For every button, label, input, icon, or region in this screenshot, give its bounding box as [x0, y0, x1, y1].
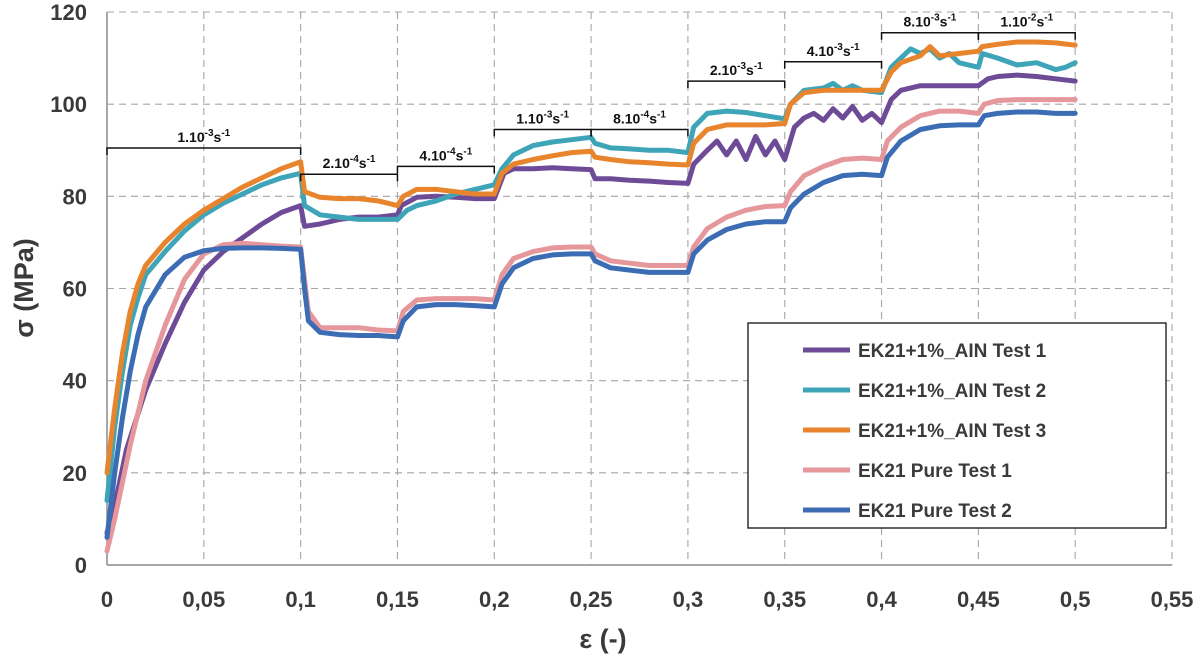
- x-tick-label: 0,3: [673, 587, 704, 612]
- rate-label-4: 1.10-3s-1: [516, 110, 569, 127]
- rate-bracket-9: [977, 31, 1076, 40]
- legend-label-ek21-1-ain-test-2: EK21+1%_AIN Test 2: [858, 381, 1046, 402]
- legend-label-ek21-1-ain-test-1: EK21+1%_AIN Test 1: [858, 341, 1047, 362]
- y-tick-label: 120: [50, 0, 87, 25]
- y-axis-title: σ (MPa): [9, 238, 39, 337]
- legend: EK21+1%_AIN Test 1 EK21+1%_AIN Test 2 EK21…: [747, 322, 1167, 529]
- rate-label-6: 2.10-3s-1: [710, 61, 763, 78]
- rate-label-9: 1.10-2s-1: [1000, 13, 1053, 30]
- legend-box: [747, 322, 1167, 529]
- rate-label-8: 8.10-3s-1: [904, 13, 957, 30]
- x-tick-label: 0,35: [763, 587, 806, 612]
- rate-bracket-5: [590, 128, 689, 137]
- rate-label-5: 8.10-4s-1: [613, 110, 666, 127]
- series-line-ek21-pure-test-2: [104, 109, 1078, 540]
- x-tick-label: 0,2: [479, 587, 510, 612]
- x-tick-label: 0,25: [570, 587, 613, 612]
- legend-label-ek21-pure-test-1: EK21 Pure Test 1: [858, 461, 1012, 482]
- y-tick-label: 20: [63, 461, 87, 486]
- x-tick-label: 0,4: [866, 587, 897, 612]
- rate-label-2: 2.10-4s-1: [323, 154, 376, 171]
- x-tick-label: 0,55: [1151, 587, 1194, 612]
- x-tick-labels: 0 0,05 0,1 0,15 0,2 0,25 0,3 0,35 0,4 0,45 0,5 0,55: [101, 587, 1194, 612]
- x-tick-label: 0,45: [957, 587, 1000, 612]
- x-tick-label: 0: [101, 587, 113, 612]
- rate-bracket-1: [106, 147, 302, 155]
- rate-label-1: 1.10-3s-1: [177, 128, 230, 145]
- series-line-ek21-1-ain-test-3: [104, 39, 1078, 476]
- legend-label-ek21-1-ain-test-3: EK21+1%_AIN Test 3: [858, 421, 1046, 442]
- x-tick-label: 0,15: [376, 587, 419, 612]
- y-tick-label: 100: [50, 92, 87, 117]
- rate-label-3: 4.10-4s-1: [419, 146, 472, 163]
- rate-bracket-7: [783, 61, 883, 69]
- y-tick-label: 0: [75, 553, 87, 578]
- x-axis-title: ε (-): [579, 624, 626, 654]
- rate-bracket-6: [687, 80, 786, 89]
- x-tick-label: 0,05: [182, 587, 225, 612]
- strain-rate-annotations: 1.10-3s-1 2.10-4s-1 4.10-4s-1 1.10-3s-1 8.10…: [106, 13, 1076, 182]
- y-tick-label: 80: [63, 184, 87, 209]
- legend-label-ek21-pure-test-2: EK21 Pure Test 2: [858, 501, 1012, 522]
- y-tick-label: 60: [63, 277, 87, 302]
- rate-bracket-4: [493, 128, 592, 137]
- series-line-ek21-1-ain-test-1: [104, 72, 1078, 536]
- rate-bracket-3: [396, 165, 496, 174]
- y-tick-label: 40: [63, 369, 87, 394]
- rate-bracket-8: [880, 31, 980, 40]
- rate-bracket-2: [299, 173, 399, 182]
- series-line-ek21-pure-test-1: [104, 97, 1078, 554]
- x-tick-label: 0,1: [285, 587, 316, 612]
- x-tick-label: 0,5: [1060, 587, 1091, 612]
- rate-label-7: 4.10-3s-1: [807, 42, 860, 59]
- y-tick-labels: 0 20 40 60 80 100 120: [50, 0, 87, 578]
- series-lines: [104, 39, 1078, 554]
